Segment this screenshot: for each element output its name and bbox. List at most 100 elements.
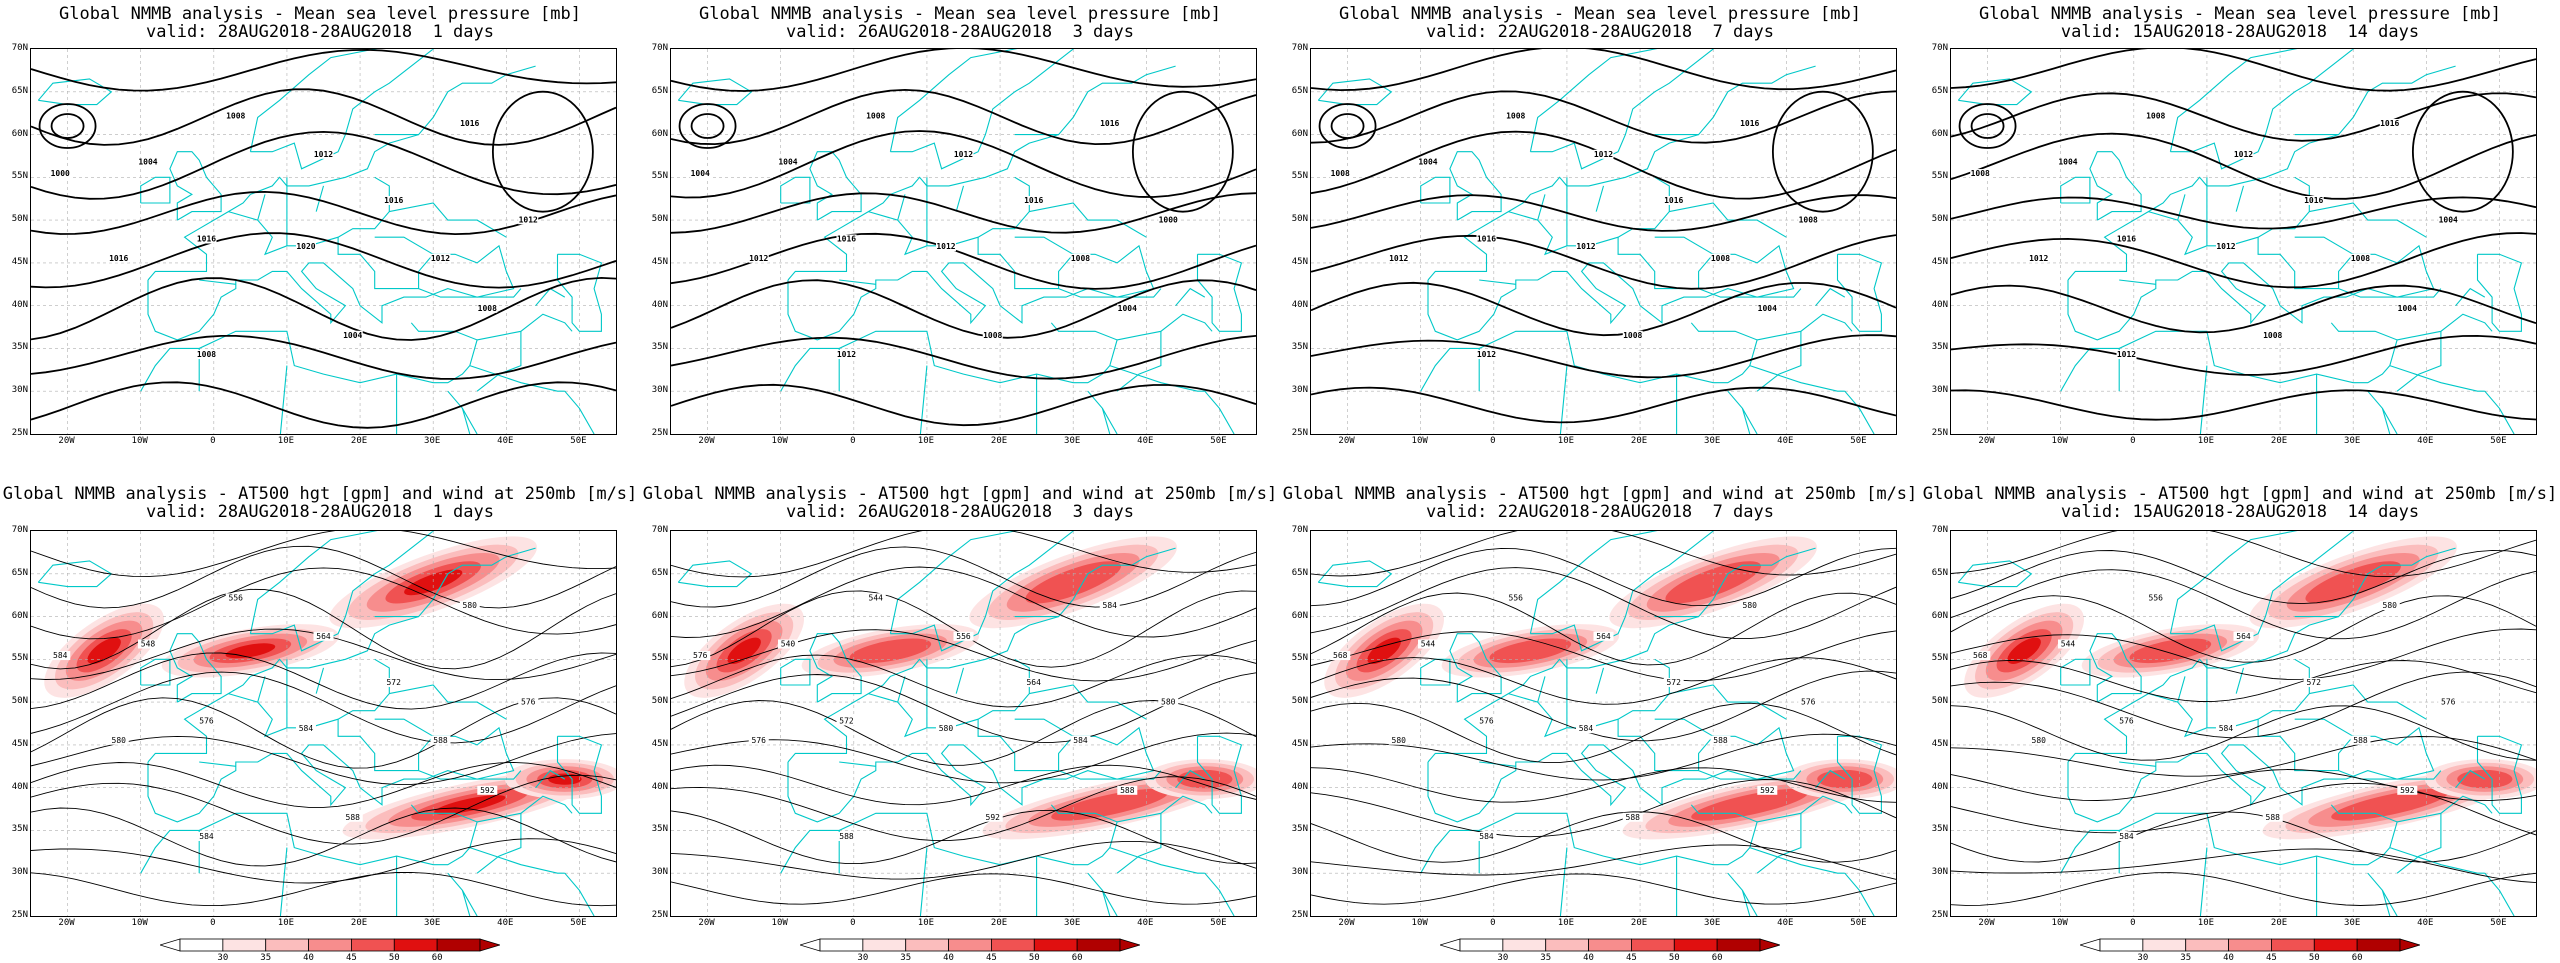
wind-band bbox=[87, 637, 121, 664]
lat-label: 40N bbox=[1931, 299, 1948, 310]
wind-band bbox=[1665, 561, 1761, 604]
contour-label: 1008 bbox=[1711, 254, 1730, 263]
contour-label: 1012 bbox=[954, 150, 973, 159]
contour-line bbox=[1311, 234, 1896, 290]
contour-line bbox=[1951, 736, 2536, 777]
contour-line bbox=[1311, 567, 1896, 640]
contour-line bbox=[1951, 848, 2536, 884]
lat-label: 65N bbox=[1931, 85, 1948, 96]
contour-line bbox=[1311, 733, 1896, 781]
lat-label: 50N bbox=[11, 214, 28, 225]
lat-label: 30N bbox=[1931, 867, 1948, 878]
lat-label: 65N bbox=[1291, 567, 1308, 578]
contour-line bbox=[1311, 779, 1896, 838]
contour-line bbox=[1951, 284, 2536, 334]
lon-label: 30E bbox=[2344, 436, 2361, 446]
contour-line bbox=[1311, 657, 1896, 705]
lon-label: 10E bbox=[2197, 436, 2215, 446]
contour-line bbox=[1951, 705, 2536, 761]
lat-label: 50N bbox=[1291, 696, 1308, 707]
contour-label: 584 bbox=[1579, 724, 1594, 733]
panel-title: Global NMMB analysis - Mean sea level pr… bbox=[1339, 4, 1861, 24]
contour-label: 576 bbox=[1479, 717, 1494, 726]
wind-band bbox=[727, 637, 761, 664]
contours bbox=[1951, 49, 2536, 421]
lat-label: 40N bbox=[11, 299, 28, 310]
z500-panel-1: Global NMMB analysis - AT500 hgt [gpm] a… bbox=[0, 480, 640, 963]
contour-labels: 1004 1008 1012 1016 1016 1012 1012 1008 1004 1008… bbox=[1970, 111, 2459, 359]
contour-line bbox=[31, 697, 616, 769]
lon-label: 20W bbox=[58, 436, 75, 446]
z500-panel-3: Global NMMB analysis - AT500 hgt [gpm] a… bbox=[1280, 480, 1920, 963]
contour-label: 1008 bbox=[1799, 215, 1818, 224]
lon-label: 20W bbox=[1338, 436, 1355, 446]
lon-label: 50E bbox=[2490, 436, 2507, 446]
lon-label: 10E bbox=[1557, 436, 1575, 446]
z500-panel-1-map: 548 556 564 572 576 580 584 588 592 588 584 580 576 5… bbox=[31, 531, 616, 916]
contour-line bbox=[1951, 389, 2536, 421]
lat-label: 35N bbox=[11, 342, 28, 353]
coastlines bbox=[1957, 49, 2523, 434]
lat-label: 50N bbox=[651, 214, 668, 225]
lat-label: 60N bbox=[651, 128, 668, 139]
contour-label: 588 bbox=[2353, 736, 2368, 745]
contour-line bbox=[1951, 232, 2536, 289]
contour-line bbox=[31, 531, 616, 578]
contour-label: 1012 bbox=[1576, 242, 1595, 251]
contour-label: 572 bbox=[1666, 678, 1681, 687]
contour-labels: 544 556 564 572 576 580 584 588 592 588 584 580 576 5… bbox=[1330, 593, 1819, 841]
lat-label: 70N bbox=[651, 525, 668, 535]
contour-label: 592 bbox=[986, 813, 1001, 822]
contour-label: 1012 bbox=[2029, 254, 2048, 263]
contour-label: 576 bbox=[1801, 697, 1816, 706]
wind-colorbar bbox=[2080, 938, 2420, 952]
wind-colorbar bbox=[1440, 938, 1780, 952]
lat-label: 60N bbox=[11, 610, 28, 621]
wind-band bbox=[1691, 788, 1809, 821]
contour-line bbox=[671, 629, 1256, 682]
contour-line bbox=[671, 764, 1256, 806]
contour-label: 588 bbox=[346, 813, 361, 822]
contour-line bbox=[1951, 769, 2536, 801]
contour-label: 1012 bbox=[2117, 350, 2136, 359]
lon-label: 40E bbox=[2417, 918, 2434, 928]
contour-line bbox=[1951, 671, 2536, 739]
contour-line bbox=[31, 671, 616, 744]
contour-line bbox=[1311, 90, 1896, 144]
contour-label: 1016 bbox=[837, 235, 856, 244]
lat-label: 45N bbox=[11, 256, 28, 267]
contour-label: 1004 bbox=[2398, 304, 2417, 313]
wind-shading bbox=[1324, 536, 1896, 840]
contour-label: 1016 bbox=[1100, 119, 1119, 128]
contour-label: 544 bbox=[869, 593, 884, 602]
lon-label: 50E bbox=[1850, 436, 1867, 446]
contours bbox=[31, 531, 616, 907]
contour-label: 1016 bbox=[384, 196, 403, 205]
lat-label: 50N bbox=[1291, 214, 1308, 225]
z500-panel-3-map: 544 556 564 572 576 580 584 588 592 588 584 580 576 5… bbox=[1311, 531, 1896, 916]
contour-labels: 548 556 564 572 576 580 584 588 592 588 584 580 576 5… bbox=[50, 593, 539, 841]
contour-label: 1012 bbox=[1389, 254, 1408, 263]
lon-label: 0 bbox=[210, 436, 216, 446]
lat-label: 65N bbox=[651, 85, 668, 96]
lat-label: 70N bbox=[1931, 525, 1948, 535]
wind-shading bbox=[1964, 536, 2536, 840]
contour-label: 1008 bbox=[226, 111, 245, 120]
lat-label: 55N bbox=[1291, 653, 1308, 664]
contour-labels: 1004 1008 1012 1016 1016 1012 1012 1008 1004 1008… bbox=[690, 111, 1179, 359]
lon-label: 40E bbox=[497, 918, 514, 928]
contour-line bbox=[1311, 547, 1896, 607]
colorbar-tick: 50 bbox=[2308, 953, 2320, 963]
lon-label: 20E bbox=[1630, 436, 1648, 446]
contour-label: 1004 bbox=[1418, 158, 1437, 167]
contours bbox=[31, 49, 616, 429]
contour-line bbox=[1311, 844, 1896, 880]
contour-label: 1008 bbox=[1623, 331, 1642, 340]
contour-label: 1008 bbox=[866, 111, 885, 120]
contour-line bbox=[1311, 281, 1896, 337]
wind-band bbox=[1489, 638, 1572, 664]
lat-label: 55N bbox=[11, 653, 28, 664]
colorbar-tick: 60 bbox=[2351, 953, 2363, 963]
contour-label: 580 bbox=[939, 724, 954, 733]
panel-validity: valid: 15AUG2018-28AUG2018 14 days bbox=[2060, 22, 2420, 42]
